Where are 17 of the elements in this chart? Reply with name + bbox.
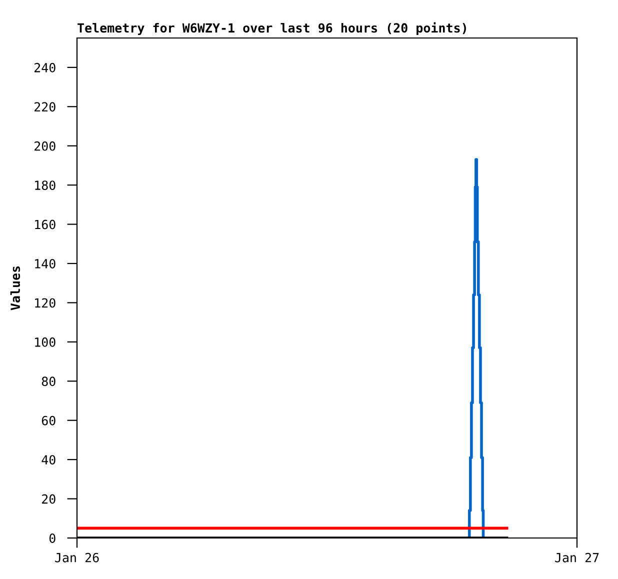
y-tick-label: 80 [42,376,56,386]
y-tick-label: 60 [42,416,56,426]
y-tick-label: 140 [35,258,56,268]
y-tick-label: 180 [35,180,56,190]
chart-title: Telemetry for W6WZY-1 over last 96 hours (20 points) [78,22,466,36]
x-tick-label: Jan 27 [555,552,599,562]
y-tick-label: 100 [35,337,56,347]
y-tick-label: 240 [34,62,56,72]
y-tick-label: 120 [35,298,56,308]
y-tick-label: 40 [42,455,56,465]
x-tick-label: Jan 26 [55,552,99,562]
y-tick-label: 20 [42,494,56,504]
y-tick-label: 160 [35,220,56,230]
y-tick-label: 220 [34,102,56,112]
y-tick-label: 200 [34,141,56,151]
y-axis-title: Values [10,266,20,310]
y-tick-label: 0 [49,534,56,543]
